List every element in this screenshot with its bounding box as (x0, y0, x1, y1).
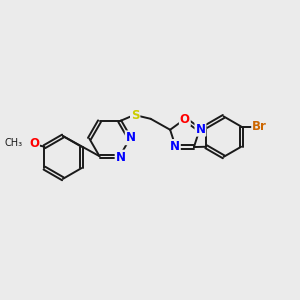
Text: N: N (195, 123, 206, 136)
Text: N: N (126, 131, 136, 144)
Text: Br: Br (252, 120, 267, 133)
Text: O: O (180, 112, 190, 126)
Text: O: O (29, 137, 39, 150)
Text: N: N (116, 151, 126, 164)
Text: N: N (170, 140, 180, 153)
Text: CH₃: CH₃ (4, 138, 23, 148)
Text: S: S (131, 109, 140, 122)
